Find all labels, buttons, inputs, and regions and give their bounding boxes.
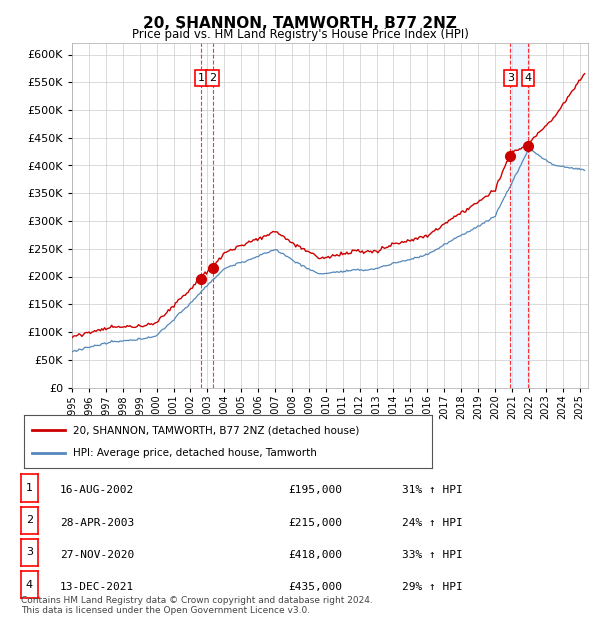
Text: 27-NOV-2020: 27-NOV-2020 — [60, 550, 134, 560]
Text: 16-AUG-2002: 16-AUG-2002 — [60, 485, 134, 495]
Bar — [511, 43, 528, 388]
Text: 4: 4 — [26, 580, 33, 590]
20, SHANNON, TAMWORTH, B77 2NZ (detached house) — [118, 324, 125, 331]
HPI: Average price, detached house, Tamworth: (2e+03, 7.57e+04): Average price, detached house, Tamworth:… — [95, 342, 103, 349]
20, SHANNON, TAMWORTH, B77 2NZ (detached house) — [95, 326, 103, 334]
Text: 28-APR-2003: 28-APR-2003 — [60, 518, 134, 528]
Text: 31% ↑ HPI: 31% ↑ HPI — [402, 485, 463, 495]
20, SHANNON, TAMWORTH, B77 2NZ (detached house) — [68, 334, 76, 342]
Text: Price paid vs. HM Land Registry's House Price Index (HPI): Price paid vs. HM Land Registry's House … — [131, 28, 469, 41]
HPI: Average price, detached house, Tamworth: (2.02e+03, 4.31e+05): Average price, detached house, Tamworth:… — [526, 144, 533, 152]
Text: HPI: Average price, detached house, Tamworth: HPI: Average price, detached house, Tamw… — [73, 448, 317, 458]
Text: 13-DEC-2021: 13-DEC-2021 — [60, 582, 134, 592]
HPI: Average price, detached house, Tamworth: (2.01e+03, 2.35e+05): Average price, detached house, Tamworth:… — [285, 254, 292, 261]
HPI: Average price, detached house, Tamworth: (2e+03, 6.41e+04): Average price, detached house, Tamworth:… — [68, 348, 76, 356]
20, SHANNON, TAMWORTH, B77 2NZ (detached house) — [183, 290, 190, 297]
Line: HPI: Average price, detached house, Tamworth: HPI: Average price, detached house, Tamw… — [72, 148, 584, 352]
Text: £418,000: £418,000 — [288, 550, 342, 560]
Text: £215,000: £215,000 — [288, 518, 342, 528]
Text: 20, SHANNON, TAMWORTH, B77 2NZ: 20, SHANNON, TAMWORTH, B77 2NZ — [143, 16, 457, 30]
20, SHANNON, TAMWORTH, B77 2NZ (detached house) — [581, 70, 588, 78]
Text: 3: 3 — [26, 547, 33, 557]
Text: Contains HM Land Registry data © Crown copyright and database right 2024.
This d: Contains HM Land Registry data © Crown c… — [21, 596, 373, 615]
Text: 1: 1 — [197, 73, 205, 83]
20, SHANNON, TAMWORTH, B77 2NZ (detached house) — [458, 208, 465, 215]
Line: 20, SHANNON, TAMWORTH, B77 2NZ (detached house): 20, SHANNON, TAMWORTH, B77 2NZ (detached… — [72, 74, 584, 338]
Text: £435,000: £435,000 — [288, 582, 342, 592]
Text: £195,000: £195,000 — [288, 485, 342, 495]
HPI: Average price, detached house, Tamworth: (2e+03, 8.33e+04): Average price, detached house, Tamworth:… — [118, 337, 125, 345]
Text: 2: 2 — [209, 73, 217, 83]
HPI: Average price, detached house, Tamworth: (2.02e+03, 2.75e+05): Average price, detached house, Tamworth:… — [458, 231, 465, 239]
Text: 4: 4 — [524, 73, 532, 83]
20, SHANNON, TAMWORTH, B77 2NZ (detached house) — [193, 278, 200, 285]
Text: 33% ↑ HPI: 33% ↑ HPI — [402, 550, 463, 560]
Text: 29% ↑ HPI: 29% ↑ HPI — [402, 582, 463, 592]
HPI: Average price, detached house, Tamworth: (2e+03, 1.44e+05): Average price, detached house, Tamworth:… — [183, 304, 190, 311]
Text: 1: 1 — [26, 483, 33, 493]
HPI: Average price, detached house, Tamworth: (2e+03, 1.64e+05): Average price, detached house, Tamworth:… — [193, 293, 200, 301]
Text: 2: 2 — [26, 515, 33, 525]
Text: 3: 3 — [507, 73, 514, 83]
Text: 24% ↑ HPI: 24% ↑ HPI — [402, 518, 463, 528]
Text: 20, SHANNON, TAMWORTH, B77 2NZ (detached house): 20, SHANNON, TAMWORTH, B77 2NZ (detached… — [73, 425, 359, 435]
HPI: Average price, detached house, Tamworth: (2.03e+03, 3.91e+05): Average price, detached house, Tamworth:… — [581, 167, 588, 174]
20, SHANNON, TAMWORTH, B77 2NZ (detached house) — [285, 236, 292, 244]
